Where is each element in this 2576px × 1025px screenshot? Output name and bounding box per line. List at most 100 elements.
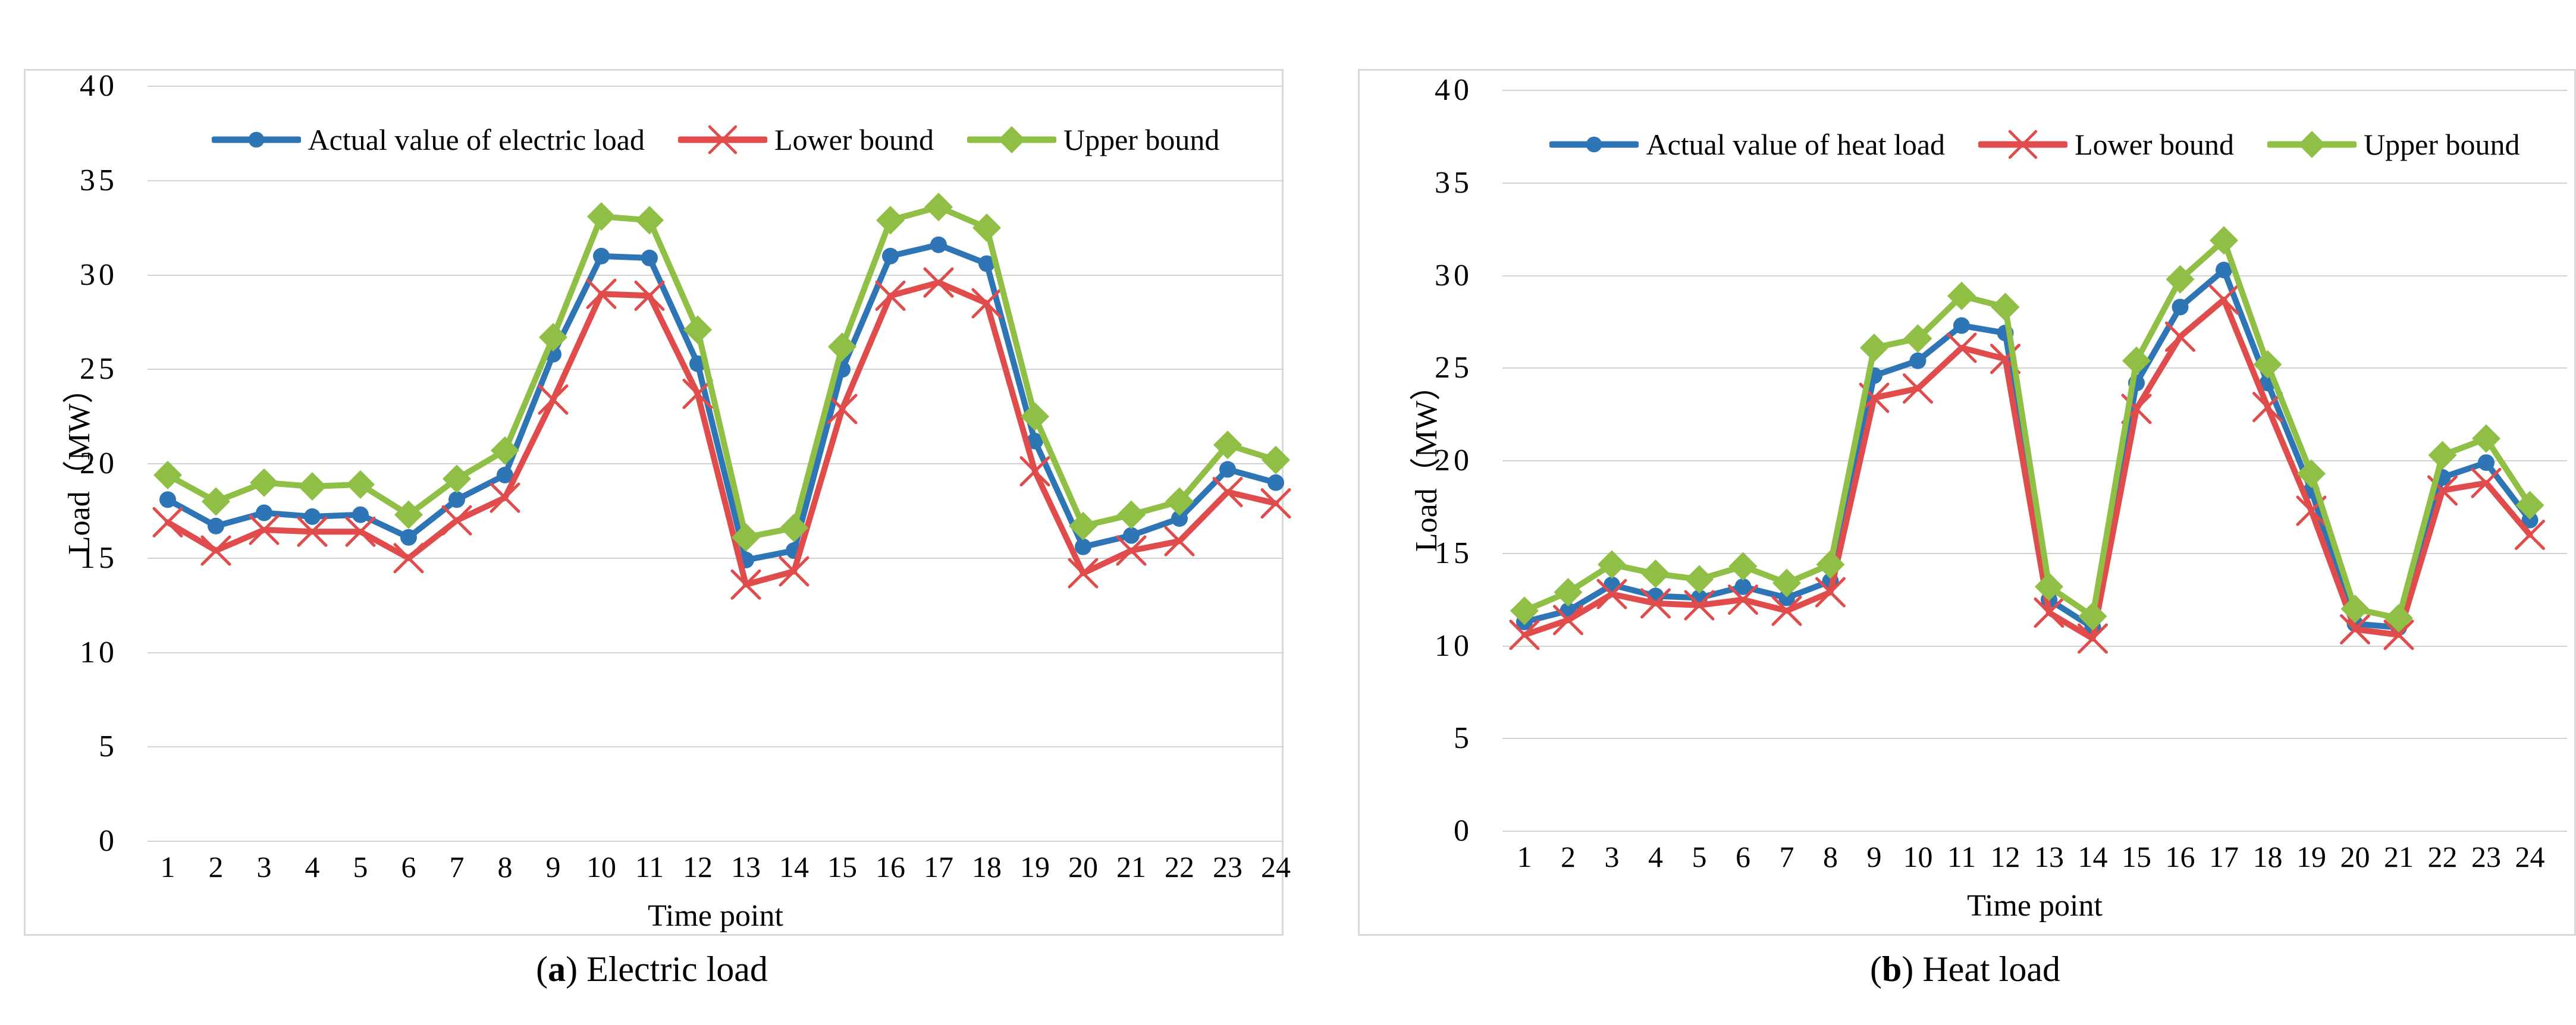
x-marker: [1068, 558, 1099, 589]
chart-panel-heat: Actual value of heat load Lower bound Uppe…: [1358, 69, 2576, 936]
x-tick-label: 13: [731, 850, 761, 883]
x-marker: [393, 543, 424, 574]
circle-marker: [882, 247, 899, 265]
y-tick-label: 35: [80, 163, 118, 197]
y-tick-label: 15: [1435, 536, 1473, 570]
y-tick-label: 25: [1435, 351, 1473, 385]
circle-marker: [256, 504, 272, 521]
legend-marker-icon: [967, 126, 1056, 153]
diamond-marker: [1641, 559, 1670, 589]
x-tick-label: 18: [972, 850, 1002, 883]
x-marker: [1596, 578, 1627, 609]
y-tick-label: 10: [80, 635, 118, 669]
x-tick-label: 19: [1020, 850, 1050, 883]
x-marker: [249, 514, 280, 545]
diamond-marker: [924, 193, 953, 222]
diamond-marker: [972, 213, 1002, 243]
x-tick-label: 17: [924, 850, 953, 883]
legend-marker-icon: [1978, 130, 2068, 159]
x-tick-label: 2: [208, 850, 224, 883]
diamond-marker: [2340, 595, 2370, 624]
x-tick-label: 8: [1823, 840, 1838, 873]
caption-paren-close: ): [1902, 949, 1914, 989]
circle-marker: [497, 467, 513, 484]
diamond-marker: [2166, 265, 2195, 294]
x-tick-label: 7: [449, 850, 465, 883]
diamond-marker: [297, 472, 327, 501]
diamond-marker: [1597, 550, 1627, 579]
diamond-marker: [1816, 550, 1845, 579]
x-tick-label: 15: [827, 850, 857, 883]
circle-marker: [2172, 298, 2189, 316]
x-marker: [2252, 392, 2283, 423]
x-tick-label: 4: [1648, 840, 1663, 873]
legend-item: Actual value of heat load: [1549, 127, 1945, 162]
circle-marker: [248, 131, 264, 148]
x-tick-label: 2: [1561, 840, 1576, 873]
diamond-marker: [1947, 281, 1976, 310]
legend-label: Lower bound: [2075, 128, 2235, 161]
circle-marker: [1734, 578, 1752, 595]
legend-label: Upper bound: [1063, 123, 1220, 156]
diamond-marker: [2428, 441, 2457, 470]
x-marker: [1019, 456, 1050, 487]
circle-marker: [1123, 527, 1140, 544]
caption-text: Heat load: [1913, 949, 2060, 989]
circle-marker: [1778, 589, 1795, 606]
legend: Actual value of heat load Lower bound Uppe…: [1502, 125, 2567, 164]
x-marker: [2340, 614, 2370, 644]
gridline-y-0: [148, 841, 1284, 842]
diamond-marker: [442, 464, 472, 493]
diamond-marker: [490, 436, 520, 465]
diamond-marker: [1261, 445, 1291, 474]
x-marker: [1212, 477, 1243, 508]
circle-marker: [1604, 576, 1620, 593]
diamond-marker: [153, 461, 183, 490]
x-tick-label: 13: [2034, 840, 2064, 873]
diamond-marker: [1116, 500, 1146, 529]
gridline-y-0: [1502, 831, 2567, 832]
x-marker: [708, 125, 738, 155]
caption-letter: b: [1882, 949, 1902, 989]
gridline-y-40: [1502, 90, 2567, 91]
y-tick-label: 20: [80, 447, 118, 480]
gridline-y-5: [1502, 738, 2567, 740]
gridline-y-25: [1502, 367, 2567, 369]
diamond-marker: [2296, 459, 2326, 488]
x-marker: [2165, 321, 2195, 352]
x-marker: [297, 516, 328, 547]
legend-label: Upper bound: [2364, 128, 2520, 161]
y-tick-label: 40: [1435, 73, 1473, 107]
diamond-marker: [1859, 333, 1889, 363]
circle-marker: [978, 255, 995, 272]
legend-marker-icon: [2267, 131, 2357, 158]
diamond-marker: [2078, 602, 2107, 631]
caption-paren-close: ): [566, 949, 578, 989]
gridline-y-15: [148, 557, 1284, 559]
y-tick-label: 30: [80, 257, 118, 292]
diamond-marker: [586, 202, 616, 231]
x-tick-label: 14: [779, 850, 809, 883]
circle-marker: [1953, 317, 1970, 334]
y-tick-label: 0: [99, 824, 118, 858]
x-tick-label: 22: [2427, 840, 2458, 873]
y-tick-label: 40: [80, 69, 118, 103]
x-marker: [200, 535, 231, 566]
x-marker: [827, 394, 858, 425]
x-tick-label: 16: [2165, 840, 2195, 873]
legend-item: Lower bound: [1978, 127, 2234, 162]
diamond-marker: [1068, 511, 1098, 540]
x-marker: [345, 516, 376, 547]
x-tick-label: 24: [2515, 840, 2545, 873]
x-marker: [730, 569, 761, 600]
x-marker: [923, 267, 954, 298]
x-marker: [1771, 595, 1802, 626]
diamond-marker: [2034, 572, 2064, 601]
x-tick-label: 10: [586, 850, 616, 883]
x-marker: [1640, 588, 1671, 619]
chart-panel-electric: Actual value of electric load Lower bound…: [24, 69, 1291, 936]
x-tick-label: 21: [1116, 850, 1146, 883]
plot-area: [152, 193, 1291, 600]
circle-marker: [1909, 352, 1926, 369]
gridline-y-5: [148, 746, 1284, 748]
